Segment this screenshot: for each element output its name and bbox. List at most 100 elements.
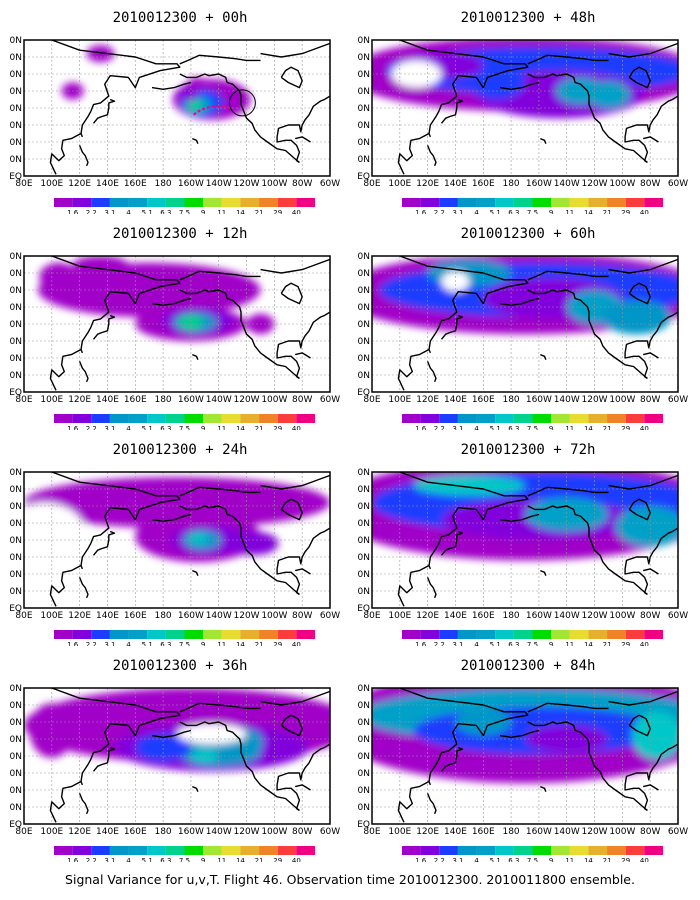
colorbar-swatch — [420, 414, 440, 423]
lon-label: 140W — [554, 827, 580, 837]
colorbar-swatch — [296, 846, 315, 855]
lat-label: EQ — [358, 388, 370, 398]
colorbar-swatch — [402, 630, 421, 639]
lat-label: 50N — [10, 87, 22, 97]
colorbar-swatch — [296, 198, 315, 207]
lon-label: 80W — [640, 611, 660, 621]
coastlines — [397, 40, 678, 175]
colorbar-swatch — [402, 846, 421, 855]
lon-label: 180 — [502, 395, 519, 405]
lat-label: 20N — [10, 786, 22, 796]
lat-label: 20N — [10, 570, 22, 580]
colorbar-label: 11 — [565, 209, 574, 214]
lat-label: 50N — [358, 87, 370, 97]
colorbar-swatch — [240, 630, 260, 639]
colorbar-label: 4 — [126, 209, 131, 214]
lon-label: 140E — [96, 827, 119, 837]
lat-label: EQ — [10, 172, 22, 182]
variance-contour — [24, 477, 330, 529]
coastline — [78, 577, 89, 599]
lat-label: 50N — [358, 519, 370, 529]
coastline — [80, 781, 84, 786]
coastline — [608, 42, 678, 58]
coastline — [280, 66, 303, 89]
colorbar-label: 5.1 — [490, 857, 501, 862]
map-frame — [371, 255, 679, 393]
colorbar-swatch — [495, 198, 514, 207]
colorbar-label: 1.6 — [67, 857, 79, 862]
colorbar-swatch — [91, 630, 110, 639]
coastline — [440, 746, 464, 772]
colorbar-label: 2.2 — [86, 425, 97, 430]
colorbar-swatch — [259, 414, 278, 423]
map-plot: 80E 100E 120E 140E 160E 180 160W 140W 120W 100W 80… — [358, 36, 688, 214]
colorbar-swatch — [625, 846, 645, 855]
lat-label: 10N — [358, 803, 370, 813]
colorbar-swatch — [72, 414, 92, 423]
colorbar-label: 40 — [292, 425, 301, 430]
lon-label: 160E — [124, 611, 147, 621]
map-panel: 2010012300 + 72h 80E 100E 120E 140E 160E 180 16… — [358, 432, 698, 646]
lat-label: 30N — [10, 769, 22, 779]
coastlines — [397, 472, 678, 607]
lat-label: 40N — [358, 536, 370, 546]
colorbar-swatch — [625, 198, 645, 207]
lon-label: 180 — [154, 179, 171, 189]
colorbar-swatch — [457, 198, 477, 207]
lat-label: 40N — [10, 752, 22, 762]
lon-label: 120E — [68, 827, 91, 837]
lat-label: EQ — [10, 388, 22, 398]
colorbar-swatch — [402, 414, 421, 423]
colorbar-swatch — [277, 198, 297, 207]
lat-label: 20N — [358, 570, 370, 580]
colorbar-swatch — [569, 846, 589, 855]
colorbar-swatch — [569, 630, 589, 639]
lat-label: 30N — [358, 553, 370, 563]
panel-title: 2010012300 + 36h — [112, 658, 248, 674]
lon-label: 100E — [40, 611, 63, 621]
colorbar-label: 40 — [640, 209, 649, 214]
colorbar-label: 14 — [584, 209, 593, 214]
lon-label: 180 — [502, 827, 519, 837]
map-grid — [24, 256, 330, 392]
colorbar-label: 40 — [640, 641, 649, 646]
coastline — [80, 565, 84, 570]
lat-label: 20N — [358, 138, 370, 148]
colorbar-swatch — [296, 630, 315, 639]
colorbar-swatch — [532, 414, 552, 423]
unshaded-region — [177, 723, 247, 745]
coastline — [428, 781, 432, 786]
colorbar-swatch — [513, 198, 533, 207]
coastline — [192, 785, 199, 792]
colorbar-label: 2.2 — [86, 641, 97, 646]
colorbar-swatch — [203, 414, 222, 423]
colorbar-label: 2.2 — [434, 209, 445, 214]
colorbar-swatch — [54, 630, 73, 639]
lat-label: 40N — [10, 320, 22, 330]
colorbar-label: 6.3 — [160, 641, 171, 646]
coastline — [643, 136, 659, 143]
lon-label: 140E — [444, 611, 467, 621]
panel-title: 2010012300 + 24h — [112, 442, 248, 458]
lon-label: 100W — [261, 179, 287, 189]
colorbar-label: 21 — [603, 641, 612, 646]
lat-label: 20N — [358, 786, 370, 796]
lon-label: 100W — [261, 827, 287, 837]
coastline — [280, 498, 303, 521]
coastline — [49, 40, 181, 175]
colorbar-label: 14 — [236, 857, 245, 862]
colorbar-swatch — [402, 198, 421, 207]
lon-label: 100E — [40, 395, 63, 405]
map-plot: 80E 100E 120E 140E 160E 180 160W 140W 120W 100W 80… — [10, 252, 340, 430]
lat-label: 50N — [10, 303, 22, 313]
map-plot: 80E 100E 120E 140E 160E 180 160W 140W 120W 100W 80… — [358, 684, 688, 862]
lon-label: 60W — [320, 611, 340, 621]
map-frame — [23, 255, 331, 393]
coastline — [499, 729, 540, 738]
colorbar-swatch — [147, 414, 166, 423]
coastline — [426, 361, 437, 383]
colorbar-label: 11 — [565, 857, 574, 862]
lat-label: EQ — [10, 604, 22, 614]
lat-label: 40N — [358, 752, 370, 762]
colorbar-swatch — [495, 846, 514, 855]
